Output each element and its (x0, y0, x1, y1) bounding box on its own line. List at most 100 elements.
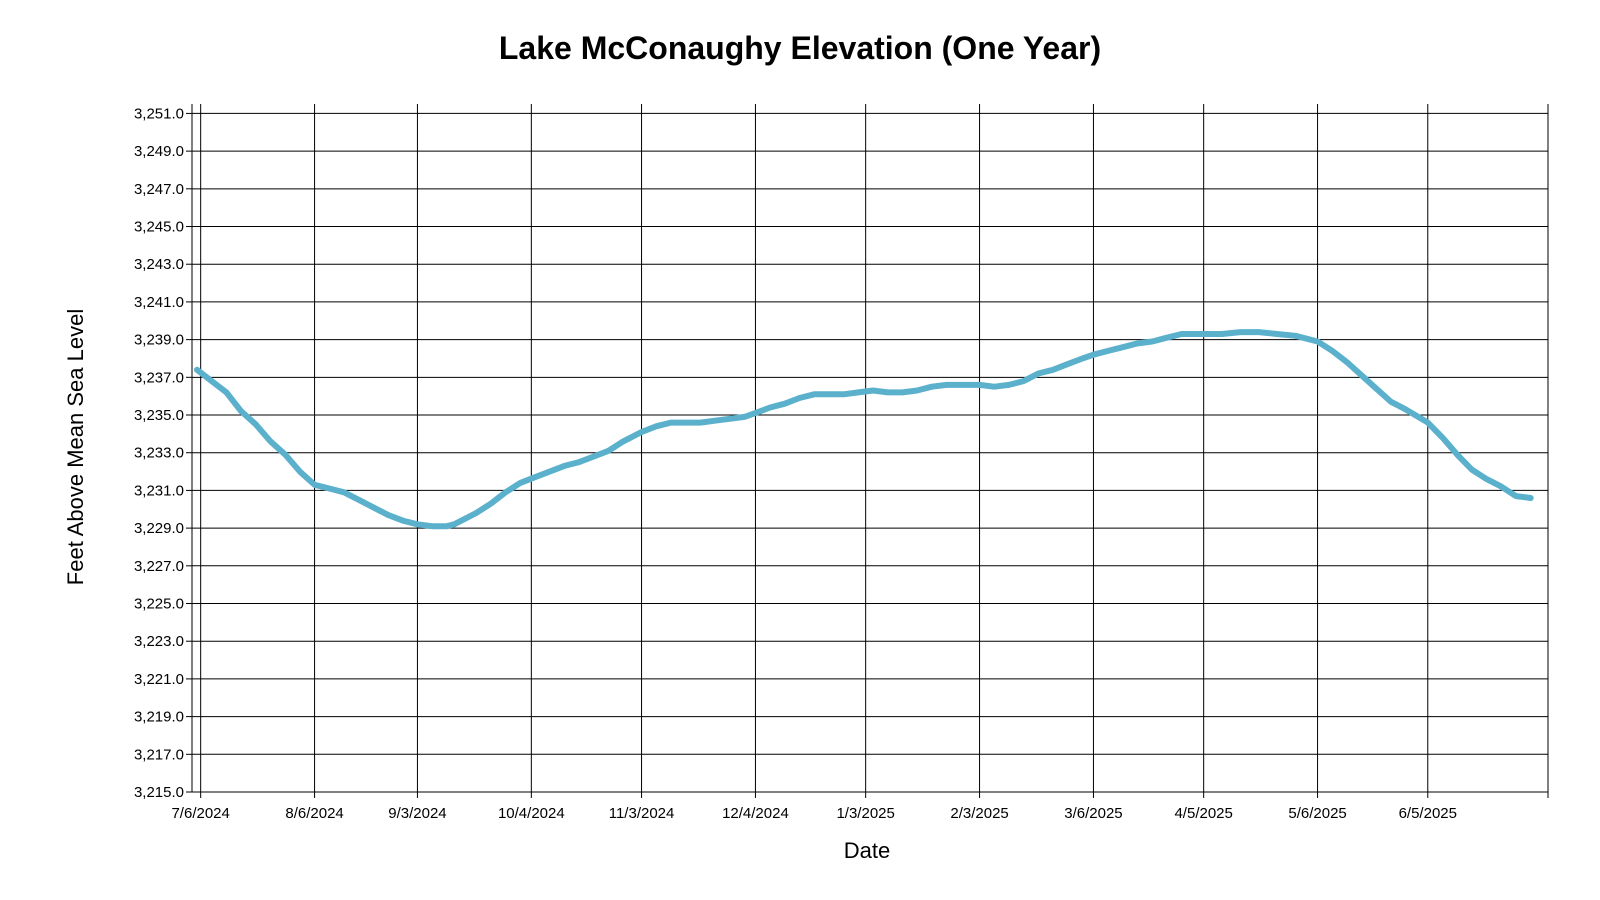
data-point (697, 420, 703, 426)
data-point (459, 518, 464, 524)
y-tick-label: 3,223.0 (134, 633, 184, 650)
data-point (639, 429, 645, 435)
data-point (1403, 406, 1409, 412)
data-point (826, 391, 832, 397)
data-point (929, 384, 935, 390)
data-point (1484, 476, 1490, 482)
data-point (414, 521, 420, 527)
x-ticks: 7/6/2024 8/6/2024 9/3/2024 10/4/2024 11/3/20… (171, 792, 1457, 822)
data-point (1440, 435, 1445, 441)
series (194, 329, 1534, 530)
x-tick-label: 2/3/2025 (950, 805, 1008, 822)
y-tick-label: 3,235.0 (134, 407, 184, 424)
data-point (1164, 335, 1170, 341)
data-point (1469, 467, 1475, 473)
data-point (1179, 331, 1185, 337)
data-point (517, 480, 523, 486)
data-point (1256, 329, 1262, 335)
data-point (503, 489, 509, 495)
data-point (253, 421, 259, 427)
data-point (341, 489, 347, 495)
y-tick-label: 3,233.0 (134, 445, 184, 462)
data-point (712, 418, 718, 424)
data-point (532, 474, 538, 480)
data-point (282, 452, 288, 458)
data-point (977, 382, 983, 388)
data-point (385, 512, 391, 518)
y-tick-label: 3,227.0 (134, 558, 184, 575)
data-point (488, 501, 494, 507)
chart-title: Lake McConaughy Elevation (One Year) (498, 30, 1102, 66)
data-point (1090, 352, 1096, 358)
data-point (1329, 348, 1335, 354)
data-point (841, 391, 847, 397)
data-point (451, 521, 457, 527)
data-point (1006, 382, 1012, 388)
data-point (1425, 420, 1431, 426)
x-tick-label: 12/4/2024 (722, 805, 789, 822)
y-tick-label: 3,243.0 (134, 256, 184, 273)
x-tick-label: 9/3/2024 (388, 805, 446, 822)
y-tick-label: 3,217.0 (134, 746, 184, 763)
data-point (1201, 331, 1207, 337)
data-point (1359, 372, 1365, 378)
x-tick-label: 6/5/2025 (1399, 805, 1457, 822)
data-point (741, 414, 747, 420)
x-tick-label: 10/4/2024 (498, 805, 565, 822)
data-point (782, 401, 788, 407)
data-point (752, 410, 758, 416)
y-axis-label: Feet Above Mean Sea Level (63, 309, 88, 585)
y-tick-label: 3,231.0 (134, 482, 184, 499)
data-point (1274, 331, 1280, 337)
data-point (1513, 493, 1519, 499)
data-point (1315, 339, 1321, 344)
data-point (238, 408, 244, 414)
data-point (899, 389, 905, 395)
data-point (473, 510, 479, 516)
data-point (444, 523, 450, 529)
data-point (326, 486, 332, 491)
data-point (1373, 386, 1379, 392)
data-point (370, 504, 376, 510)
data-point (1149, 339, 1155, 344)
data-point (683, 420, 689, 426)
y-ticks: 3,215.0 3,217.0 3,219.0 3,221.0 3,223.0 3,225… (134, 105, 192, 801)
y-tick-label: 3,249.0 (134, 143, 184, 160)
data-point (209, 378, 215, 384)
data-point (797, 395, 802, 401)
series-line (194, 329, 1534, 530)
y-tick-label: 3,229.0 (134, 520, 184, 537)
data-point (855, 389, 861, 395)
y-tick-label: 3,221.0 (134, 671, 184, 688)
data-point (1454, 452, 1460, 458)
y-tick-label: 3,251.0 (134, 105, 184, 122)
data-point (767, 405, 773, 410)
data-point (356, 497, 362, 503)
x-tick-label: 8/6/2024 (285, 805, 343, 822)
data-point (870, 388, 876, 393)
data-point (547, 469, 553, 475)
data-point (561, 463, 567, 469)
data-point (811, 391, 817, 397)
data-point (1293, 333, 1298, 339)
data-point (944, 382, 949, 388)
data-point (958, 382, 964, 388)
data-point (1035, 371, 1041, 376)
data-point (1079, 356, 1085, 361)
y-tick-label: 3,247.0 (134, 181, 184, 198)
data-point (400, 518, 406, 524)
data-point (1528, 495, 1534, 501)
data-point (653, 423, 659, 429)
data-point (591, 454, 597, 459)
y-tick-label: 3,239.0 (134, 332, 184, 349)
data-point (668, 420, 674, 426)
grid (192, 104, 1548, 793)
x-tick-label: 7/6/2024 (171, 805, 229, 822)
x-tick-label: 1/3/2025 (836, 805, 894, 822)
data-point (1219, 331, 1225, 337)
y-tick-label: 3,237.0 (134, 369, 184, 386)
data-point (1498, 484, 1504, 490)
x-axis-label: Date (844, 838, 890, 863)
data-point (576, 459, 582, 465)
data-point (1021, 378, 1027, 384)
